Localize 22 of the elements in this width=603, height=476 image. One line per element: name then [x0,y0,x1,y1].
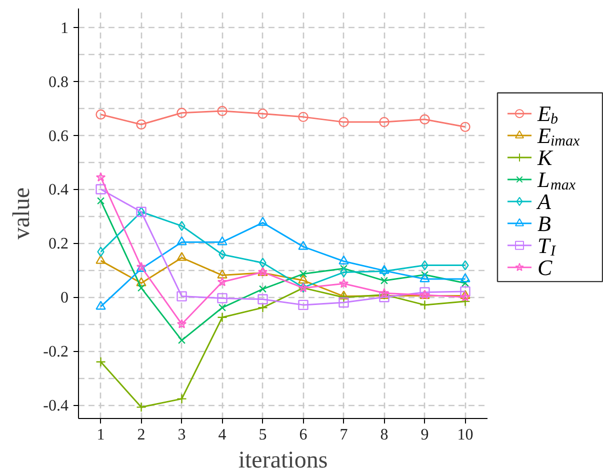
legend-label: K [536,145,554,170]
y-tick-label: 0.4 [48,182,68,199]
y-tick-label: -0.4 [43,398,68,415]
x-tick-label: 10 [457,426,474,444]
x-axis-title: iterations [238,448,328,474]
y-tick-label: 0.2 [48,236,68,253]
y-tick-label: -0.2 [43,344,68,361]
y-axis-title: value [9,188,36,240]
y-tick-label: 0.8 [48,74,68,91]
x-tick-label: 5 [258,426,267,444]
x-tick-label: 9 [420,426,429,444]
legend-label: C [538,254,552,280]
x-tick-label: 6 [299,426,308,444]
x-tick-label: 2 [137,426,146,444]
y-tick-label: 1 [60,20,68,37]
x-tick-label: 1 [96,426,105,444]
y-tick-label: 0.6 [48,128,68,145]
x-tick-label: 7 [340,426,348,444]
x-tick-label: 3 [178,426,186,444]
x-tick-label: 8 [380,426,388,444]
y-tick-label: 0 [60,290,68,307]
x-tick-label: 4 [218,426,226,444]
